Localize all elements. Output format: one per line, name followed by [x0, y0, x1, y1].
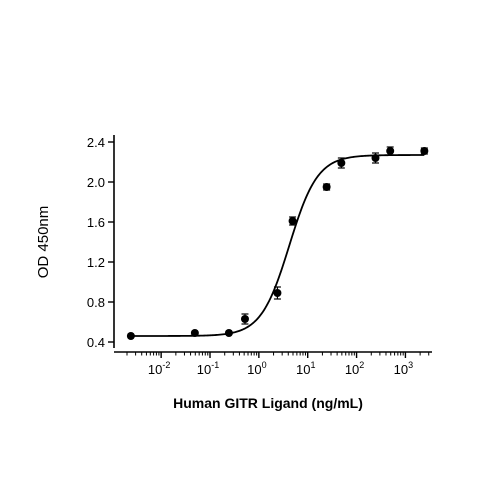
data-point — [420, 147, 429, 155]
x-tick-label: 101 — [296, 360, 315, 377]
data-point — [190, 329, 199, 337]
x-tick-base: 10 — [247, 362, 261, 377]
y-axis-ticks: 0.4 0.8 1.2 1.6 2.0 2.4 — [87, 135, 114, 350]
data-point — [371, 154, 380, 162]
data-point — [386, 147, 395, 155]
data-point — [273, 289, 282, 297]
data-point — [322, 183, 331, 191]
x-tick-base: 10 — [197, 362, 211, 377]
y-tick-label: 0.4 — [87, 335, 105, 350]
x-tick-base: 10 — [296, 362, 310, 377]
data-points — [126, 146, 429, 340]
x-axis-ticks: 10-2 10-1 100 101 102 103 — [126, 352, 430, 377]
y-tick-label: 0.8 — [87, 295, 105, 310]
x-tick-base: 10 — [394, 362, 408, 377]
x-tick-label: 10-1 — [197, 360, 219, 377]
x-tick-exponent: 0 — [262, 360, 267, 370]
x-tick-label: 100 — [247, 360, 266, 377]
y-tick-label: 2.4 — [87, 135, 105, 150]
x-tick-exponent: 2 — [359, 360, 364, 370]
x-tick-exponent: -1 — [211, 360, 219, 370]
x-tick-label: 102 — [345, 360, 364, 377]
y-tick-label: 1.2 — [87, 255, 105, 270]
x-tick-exponent: 3 — [408, 360, 413, 370]
x-tick-base: 10 — [345, 362, 359, 377]
y-axis-title: OD 450nm — [35, 206, 52, 279]
x-tick-base: 10 — [148, 362, 162, 377]
x-tick-label: 10-2 — [148, 360, 170, 377]
fit-curve — [130, 154, 425, 337]
x-tick-exponent: 1 — [310, 360, 315, 370]
y-tick-label: 2.0 — [87, 175, 105, 190]
data-point — [126, 332, 135, 340]
y-tick-label: 1.6 — [87, 215, 105, 230]
data-point — [337, 159, 346, 167]
x-tick-label: 103 — [394, 360, 413, 377]
data-point — [224, 329, 233, 337]
data-point — [240, 315, 249, 323]
x-tick-exponent: -2 — [162, 360, 170, 370]
axes — [113, 135, 432, 353]
x-axis-title: Human GITR Ligand (ng/mL) — [173, 395, 363, 411]
data-point — [288, 217, 297, 225]
